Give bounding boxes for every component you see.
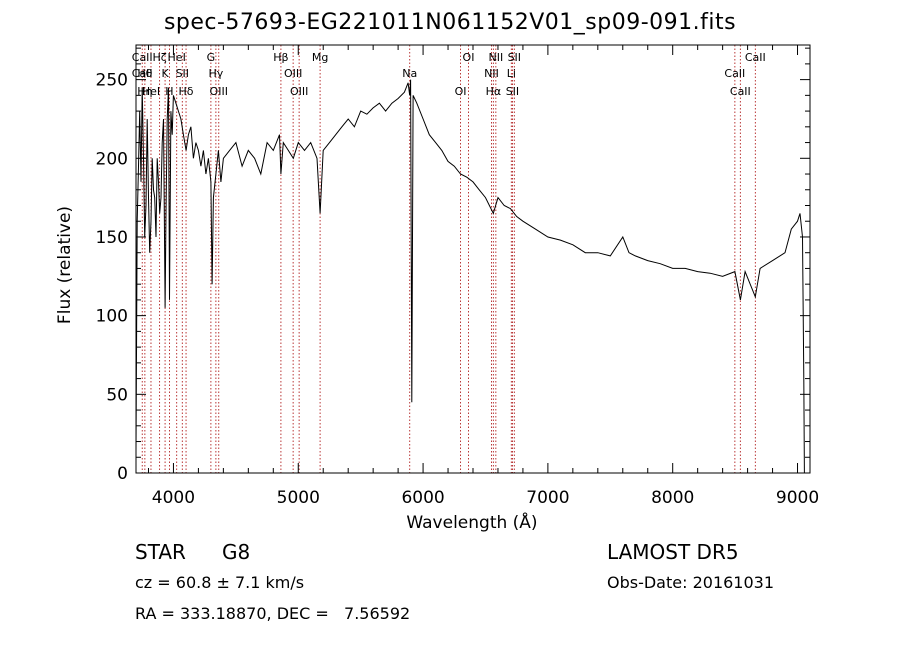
y-tick-label: 0 (117, 464, 128, 484)
line-label: Hα (486, 85, 502, 98)
line-label: Na (402, 67, 417, 80)
object-class: STAR (135, 540, 186, 564)
line-label: Hδ (179, 85, 194, 98)
survey-name: LAMOST DR5 (607, 540, 739, 564)
spectrum-line (135, 79, 805, 474)
line-label: H (165, 85, 173, 98)
line-label: HeI (142, 85, 160, 98)
line-label: OI (463, 51, 475, 64)
coordinates: RA = 333.18870, DEC = 7.56592 (135, 604, 411, 623)
chart-title: spec-57693-EG221011N061152V01_sp09-091.f… (163, 10, 737, 35)
line-label: OIII (284, 67, 302, 80)
line-label: SII (508, 51, 521, 64)
x-axis: 4000 5000 6000 7000 8000 9000 (147, 45, 819, 508)
x-tick-label: 6000 (401, 488, 444, 508)
line-label: Mg (312, 51, 328, 64)
y-axis-label: Flux (relative) (55, 206, 75, 324)
line-label: NII (488, 51, 503, 64)
y-tick-label: 100 (96, 307, 128, 327)
line-label: Hβ (273, 51, 288, 64)
line-label: Hθ (137, 67, 152, 80)
y-axis: 0 50 100 150 200 250 (96, 47, 810, 484)
line-markers (141, 45, 756, 473)
object-subclass: G8 (222, 540, 251, 564)
x-axis-label: Wavelength (Å) (406, 511, 537, 533)
line-label: OIII (210, 85, 228, 98)
x-tick-label: 8000 (651, 488, 694, 508)
line-label: CaII (730, 85, 751, 98)
x-tick-label: 4000 (152, 488, 195, 508)
line-label: OIII (290, 85, 308, 98)
line-label: Hζ (152, 51, 166, 64)
line-label: SII (506, 85, 519, 98)
line-label: K (161, 67, 169, 80)
line-label: Hγ (208, 67, 223, 80)
line-label: SII (176, 67, 189, 80)
line-label: CaII (745, 51, 766, 64)
line-label: NII (484, 67, 499, 80)
redshift-cz: cz = 60.8 ± 7.1 km/s (135, 573, 305, 592)
line-label: G (207, 51, 216, 64)
x-tick-label: 5000 (277, 488, 320, 508)
line-label: CaII (132, 67, 153, 80)
line-label: OI (455, 85, 467, 98)
line-label: Li (507, 67, 516, 80)
line-label: HeI (168, 51, 186, 64)
y-tick-label: 200 (96, 149, 128, 169)
y-tick-label: 50 (106, 385, 128, 405)
line-label: CaII (132, 51, 153, 64)
line-labels: CaIICaIIHθHηHeIHζKHHeISIIHδGHγOIIIHβOIII… (132, 51, 766, 98)
line-label: Hη (137, 85, 152, 98)
plot-frame (135, 44, 811, 474)
observation-date: Obs-Date: 20161031 (607, 573, 775, 592)
y-tick-label: 150 (96, 228, 128, 248)
x-tick-label: 7000 (526, 488, 569, 508)
y-tick-label: 250 (96, 71, 128, 91)
line-label: CaII (724, 67, 745, 80)
x-tick-label: 9000 (776, 488, 819, 508)
